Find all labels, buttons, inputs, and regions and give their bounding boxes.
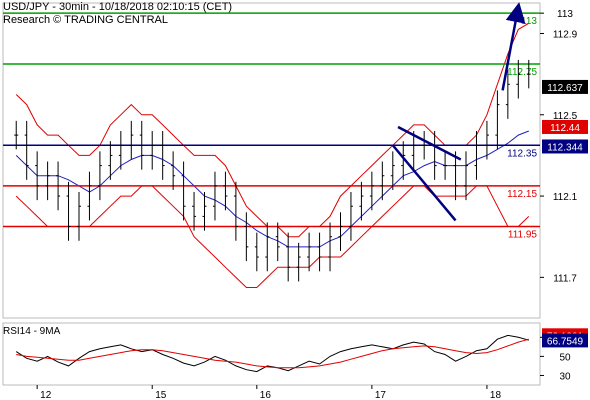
date-axis-label: 16 bbox=[260, 390, 272, 400]
chart-source: Research © TRADING CENTRAL bbox=[3, 14, 168, 26]
level-label: 112.75 bbox=[507, 67, 537, 78]
rsi-panel-title: RSI14 - 9MA bbox=[3, 326, 61, 337]
rsi-axis-label: 50 bbox=[559, 352, 571, 363]
price-tag-label: 112.344 bbox=[547, 142, 583, 153]
price-panel-frame bbox=[2, 2, 541, 319]
chart-title: USD/JPY - 30min - 10/18/2018 02:10:15 (C… bbox=[3, 1, 233, 13]
price-axis-label: 112.1 bbox=[553, 192, 578, 203]
trend-line bbox=[397, 125, 462, 161]
date-axis-label: 17 bbox=[375, 390, 387, 400]
level-label: 113 bbox=[521, 16, 537, 27]
price-tag bbox=[542, 79, 588, 94]
price-tag bbox=[542, 139, 588, 154]
rsi-tag bbox=[542, 333, 588, 348]
rsi-axis-label: 30 bbox=[559, 371, 571, 382]
price-tag bbox=[542, 119, 588, 134]
price-axis-label: 112.9 bbox=[553, 29, 578, 40]
date-axis-label: 18 bbox=[490, 390, 502, 400]
level-label: 111.95 bbox=[508, 230, 538, 241]
date-axis-label: 12 bbox=[40, 390, 52, 400]
series-line-moving-average bbox=[15, 130, 529, 248]
price-axis-label: 112.5 bbox=[553, 111, 578, 122]
price-tag-label: 112.637 bbox=[547, 83, 583, 94]
price-axis-label: 113 bbox=[557, 9, 573, 20]
level-label: 112.35 bbox=[507, 148, 537, 159]
rsi-series-9ma bbox=[16, 338, 529, 369]
projection-arrow bbox=[501, 2, 526, 91]
date-axis-label: 15 bbox=[155, 390, 167, 400]
series-line-lower-band bbox=[15, 185, 530, 288]
rsi-panel-frame bbox=[2, 322, 541, 386]
trend-line bbox=[391, 144, 457, 222]
rsi-tag-label: 66.7549 bbox=[547, 336, 584, 347]
price-axis-label: 111.7 bbox=[553, 273, 577, 284]
price-tag-label: 112.44 bbox=[550, 123, 580, 134]
level-label: 112.15 bbox=[507, 189, 537, 200]
